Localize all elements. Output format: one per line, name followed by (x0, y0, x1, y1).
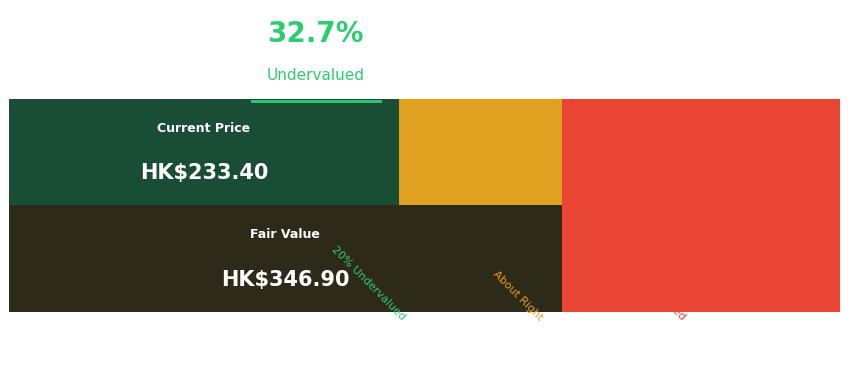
Text: HK$346.90: HK$346.90 (221, 270, 349, 290)
Text: About Right: About Right (491, 269, 544, 323)
Text: 32.7%: 32.7% (267, 20, 364, 48)
Bar (9, 99, 399, 205)
Text: HK$233.40: HK$233.40 (140, 163, 268, 183)
Bar (399, 99, 561, 312)
Text: Undervalued: Undervalued (267, 68, 364, 84)
Bar (561, 99, 839, 312)
Text: 20% Overvalued: 20% Overvalued (613, 250, 686, 323)
Bar (9, 205, 561, 312)
Text: Fair Value: Fair Value (250, 228, 320, 242)
Text: 20% Undervalued: 20% Undervalued (330, 245, 407, 323)
Text: Current Price: Current Price (158, 122, 250, 135)
Bar (9, 99, 399, 312)
